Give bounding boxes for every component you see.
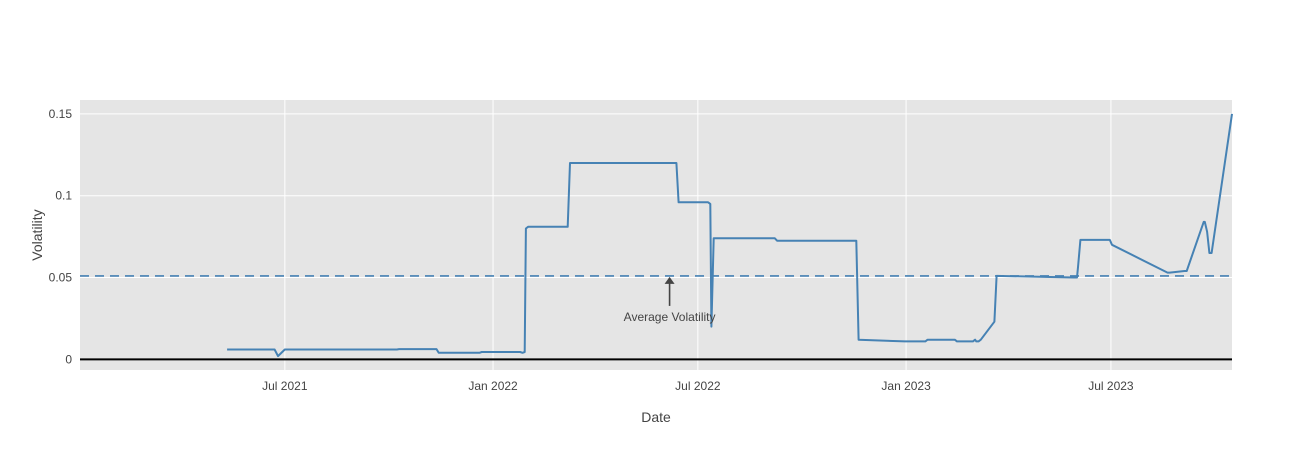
x-tick-label: Jul 2022	[675, 379, 721, 393]
x-tick-label: Jul 2021	[262, 379, 308, 393]
x-tick-label: Jan 2022	[468, 379, 518, 393]
series-layer	[80, 113, 1233, 358]
grid-lines	[80, 100, 1232, 370]
y-tick-label: 0	[65, 352, 72, 366]
annotation-label: Average Volatility	[624, 310, 716, 324]
tick-labels: Jul 2021 Jan 2022 Jul 2022 Jan 2023 Jul 2023…	[49, 107, 1134, 393]
annotation-arrow-head	[664, 276, 675, 284]
volatility-line	[227, 113, 1233, 358]
x-tick-label: Jan 2023	[881, 379, 931, 393]
y-axis-title: Volatility	[29, 209, 45, 260]
annotation-layer: Average Volatility	[624, 276, 716, 324]
plot-background	[80, 100, 1232, 370]
x-tick-label: Jul 2023	[1088, 379, 1134, 393]
y-tick-label: 0.15	[49, 107, 73, 121]
y-tick-label: 0.1	[55, 189, 72, 203]
x-axis-title: Date	[641, 409, 671, 425]
y-tick-label: 0.05	[49, 271, 73, 285]
